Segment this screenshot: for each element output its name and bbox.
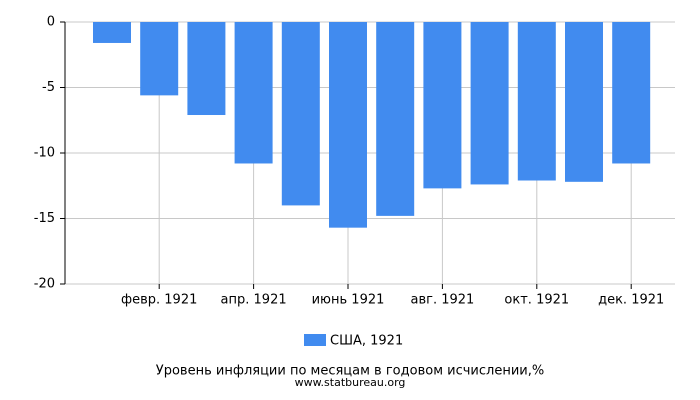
legend-label: США, 1921 — [330, 334, 403, 349]
y-tick-label: -10 — [34, 146, 55, 161]
source: www.statbureau.org — [295, 376, 406, 389]
legend-swatch — [304, 334, 326, 346]
x-tick-label: окт. 1921 — [504, 293, 569, 308]
y-tick-label: 0 — [47, 15, 55, 30]
bar — [187, 22, 226, 116]
bar — [93, 22, 131, 43]
y-tick-label: -5 — [42, 80, 55, 95]
bar — [140, 22, 179, 96]
y-tick-label: -20 — [34, 277, 55, 292]
bar — [423, 22, 462, 189]
bar — [281, 22, 320, 206]
chart-title: Уровень инфляции по месяцам в годовом ис… — [156, 364, 544, 379]
bar — [376, 22, 415, 216]
x-tick-label: июнь 1921 — [312, 293, 385, 308]
x-tick-label: авг. 1921 — [410, 293, 474, 308]
bar — [565, 22, 603, 182]
bar — [517, 22, 556, 181]
x-tick-label: февр. 1921 — [121, 293, 197, 308]
bar — [234, 22, 273, 164]
x-tick-label: дек. 1921 — [598, 293, 664, 308]
bar — [329, 22, 367, 228]
y-tick-label: -15 — [34, 211, 55, 226]
bar — [470, 22, 509, 185]
x-tick-label: апр. 1921 — [221, 293, 287, 308]
bar — [612, 22, 651, 164]
